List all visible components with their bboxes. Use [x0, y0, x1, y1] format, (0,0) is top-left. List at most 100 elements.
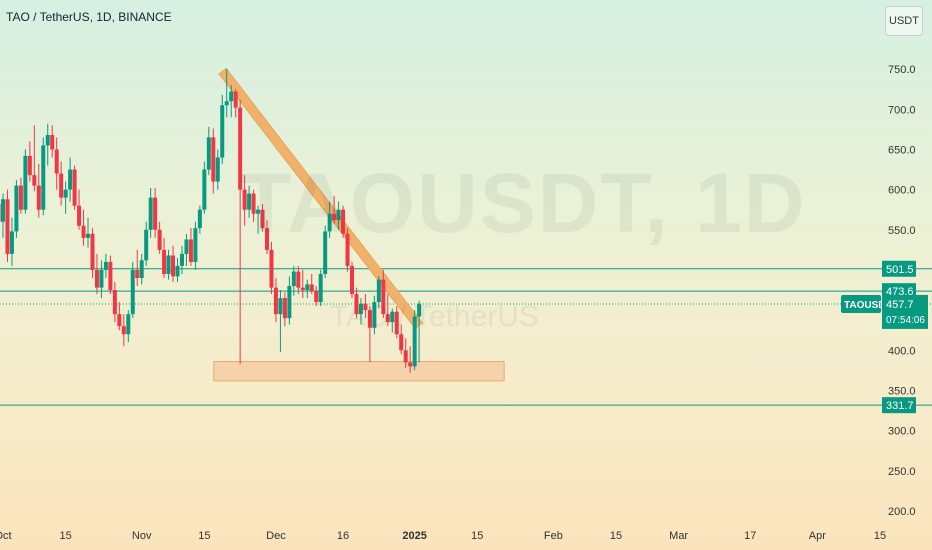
candle-body: [305, 284, 310, 291]
candle-body: [251, 193, 256, 214]
x-tick-label: 15: [610, 530, 622, 542]
y-tick-label: 750.0: [888, 64, 916, 76]
currency-button[interactable]: USDT: [885, 6, 923, 36]
x-tick-label: 15: [198, 530, 210, 542]
candle-body: [117, 314, 122, 327]
candle-body: [264, 228, 269, 250]
candle-body: [126, 314, 131, 335]
candle-body: [336, 209, 341, 221]
candle-body: [287, 286, 292, 319]
candle-body: [291, 271, 296, 287]
description-watermark: TAO / TetherUS: [330, 300, 539, 333]
candle-body: [229, 91, 234, 102]
candle-body: [54, 149, 59, 174]
candle-body: [399, 334, 404, 351]
candle-body: [162, 249, 167, 274]
candle-body: [238, 107, 243, 190]
x-tick-label: 15: [60, 530, 72, 542]
candle-body: [171, 255, 176, 277]
candle-body: [157, 229, 162, 250]
candle-body: [215, 157, 220, 182]
candle-body: [18, 185, 23, 210]
candle-body: [327, 213, 332, 232]
candle-body: [390, 311, 395, 323]
candle-body: [32, 175, 37, 186]
candle-body: [381, 279, 386, 315]
candle-body: [309, 284, 314, 291]
candle-body: [94, 269, 99, 288]
candle-body: [345, 233, 350, 266]
candle-body: [81, 225, 86, 238]
y-tick-label: 700.0: [888, 104, 916, 116]
candle-body: [68, 169, 73, 190]
candle-body: [273, 287, 278, 315]
candle-body: [63, 189, 68, 198]
chart-title: TAO / TetherUS, 1D, BINANCE: [6, 10, 172, 24]
candle-body: [282, 298, 287, 319]
x-tick-label: 2025: [402, 530, 426, 542]
candle-body: [59, 173, 64, 198]
candle-body: [112, 290, 117, 315]
candle-body: [385, 314, 390, 323]
candle-body: [153, 197, 158, 230]
symbol-watermark: TAOUSDT, 1D: [240, 156, 807, 250]
candle-body: [323, 231, 328, 274]
candle-body: [278, 298, 283, 315]
y-tick-label: 300.0: [888, 426, 916, 438]
x-tick-label: Mar: [669, 530, 688, 542]
x-tick-label: Nov: [132, 530, 152, 542]
candle-body: [148, 197, 153, 230]
candle-body: [224, 101, 229, 106]
candle-body: [363, 303, 368, 311]
price-tag-countdown: 07:54:06: [886, 315, 925, 326]
candle-body: [179, 253, 184, 266]
x-tick-label: Feb: [544, 530, 563, 542]
candle-body: [412, 316, 417, 367]
candle-body: [103, 261, 108, 270]
candle-body: [86, 233, 91, 238]
candle-body: [197, 209, 202, 229]
support-zone: [213, 361, 505, 382]
symbol-tag-label: TAOUSDT: [844, 300, 892, 311]
candle-body: [9, 231, 14, 254]
candle-body: [269, 249, 274, 288]
candle-body: [211, 137, 216, 182]
candle-body: [394, 311, 399, 335]
candle-body: [354, 294, 359, 315]
candle-body: [318, 273, 323, 303]
x-tick-label: 15: [874, 530, 886, 542]
candle-body: [130, 269, 135, 315]
candle-body: [184, 239, 189, 254]
candle-body: [99, 269, 104, 288]
symbol-tag: [841, 294, 881, 313]
candle-body: [408, 362, 413, 367]
candle-body: [242, 189, 247, 210]
candle-body: [77, 205, 82, 226]
candle-body: [206, 137, 211, 170]
candle-body: [193, 228, 198, 262]
y-tick-label: 600.0: [888, 185, 916, 197]
candle-body: [45, 134, 50, 146]
candle-body: [23, 155, 28, 210]
candle-body: [14, 185, 19, 232]
candle-body: [72, 169, 77, 206]
x-tick-label: Dec: [266, 530, 286, 542]
level-tag-label-0: 501.5: [886, 264, 914, 276]
level-tag-0: [882, 260, 916, 277]
candle-body: [403, 350, 408, 363]
candle-body: [90, 233, 95, 270]
candle-body: [332, 213, 337, 221]
candle-body: [350, 265, 355, 295]
candle-body: [41, 145, 46, 210]
candle-body: [233, 91, 238, 108]
candle-body: [5, 199, 10, 254]
x-tick-label: 16: [337, 530, 349, 542]
candle-body: [139, 260, 144, 278]
candle-body: [367, 310, 372, 328]
candle-body: [121, 326, 126, 335]
candle-body: [260, 209, 265, 229]
price-tag-value: 457.7: [886, 299, 914, 311]
candle-body: [372, 302, 377, 328]
